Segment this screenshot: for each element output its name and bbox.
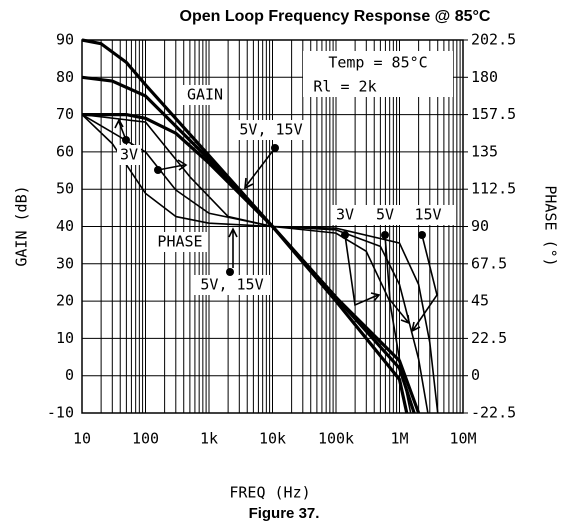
annotation-bg — [194, 275, 270, 295]
y2-tick-label: 67.5 — [471, 254, 507, 272]
y2-tick-label: -22.5 — [471, 404, 516, 422]
annotation: 5V, 15V — [200, 276, 263, 294]
annotation: 3V — [336, 206, 354, 224]
series-line — [82, 113, 416, 414]
arrow — [344, 234, 381, 307]
caption: Figure 37. — [249, 505, 320, 522]
annotation: 5V — [376, 206, 394, 224]
y-tick-label: 0 — [65, 366, 74, 384]
y2-tick-label: 90 — [471, 217, 489, 235]
annotation: GAIN — [187, 86, 223, 104]
arrows — [114, 118, 438, 333]
annotation-bg — [183, 85, 227, 105]
annotation: 15V — [414, 206, 441, 224]
arrow — [114, 118, 127, 141]
annotation-bg — [117, 145, 141, 165]
x-tick-label: 100 — [132, 430, 159, 448]
annotation: PHASE — [157, 233, 202, 251]
y2-tick-label: 157.5 — [471, 105, 516, 123]
annotation-bg — [233, 120, 309, 140]
y2-axis-label: PHASE (°) — [542, 185, 560, 266]
arrow — [157, 159, 188, 171]
y-tick-label: 40 — [56, 217, 74, 235]
x-tick-label: 10k — [259, 430, 286, 448]
annotation: 3V — [120, 146, 138, 164]
y-tick-label: 70 — [56, 105, 74, 123]
y-tick-label: 10 — [56, 329, 74, 347]
annotation: Temp = 85°C — [328, 54, 427, 72]
y2-tick-label: 0 — [471, 366, 480, 384]
x-tick-label: 1k — [200, 430, 218, 448]
y2-tick-label: 202.5 — [471, 31, 516, 49]
y2-tick-label: 180 — [471, 68, 498, 86]
annotation-bg — [331, 205, 455, 225]
annotation: 5V, 15V — [239, 121, 302, 139]
x-tick-label: 100k — [318, 430, 354, 448]
y-tick-label: 30 — [56, 254, 74, 272]
y-tick-label: 80 — [56, 68, 74, 86]
arrow — [228, 227, 238, 268]
y-tick-label: -10 — [47, 404, 74, 422]
arrow — [244, 147, 276, 190]
arrow — [384, 234, 410, 325]
arrow — [410, 234, 438, 333]
y2-tick-label: 45 — [471, 292, 489, 310]
y-tick-label: 50 — [56, 180, 74, 198]
y-tick-label: 90 — [56, 31, 74, 49]
dot — [226, 268, 234, 276]
annotation: Rl = 2k — [313, 78, 376, 96]
y2-tick-label: 135 — [471, 142, 498, 160]
x-tick-label: 1M — [390, 430, 408, 448]
x-tick-label: 10 — [73, 430, 91, 448]
x-axis-label: FREQ (Hz) — [229, 484, 310, 502]
y-tick-label: 20 — [56, 292, 74, 310]
y-tick-label: 60 — [56, 142, 74, 160]
chart-title: Open Loop Frequency Response @ 85°C — [180, 8, 491, 25]
series-line — [81, 38, 409, 414]
annotation-bg — [303, 51, 453, 97]
annotation-bg — [152, 232, 208, 252]
x-tick-label: 10M — [449, 430, 476, 448]
y2-tick-label: 22.5 — [471, 329, 507, 347]
y-axis-label: GAIN (dB) — [13, 185, 31, 266]
y2-tick-label: 112.5 — [471, 180, 516, 198]
